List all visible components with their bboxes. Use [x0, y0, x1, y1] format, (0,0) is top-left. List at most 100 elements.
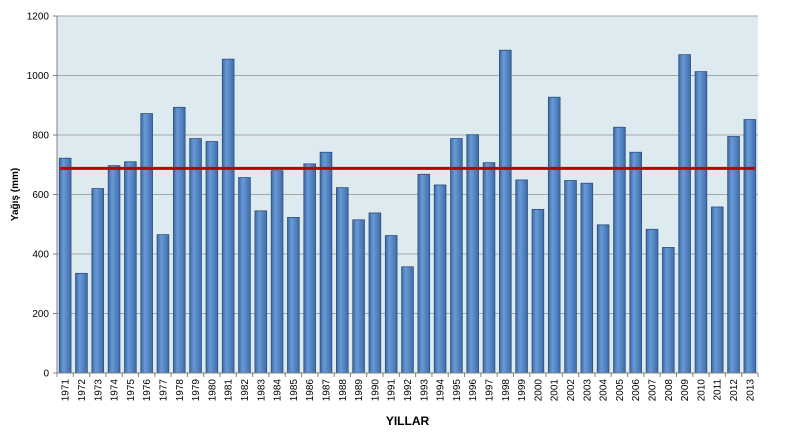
bar-2001	[547, 96, 561, 374]
bar-2002	[564, 180, 577, 374]
bar-1979	[189, 138, 202, 374]
bars	[58, 49, 757, 374]
x-tick-label: 1972	[77, 379, 88, 402]
bar-1973	[91, 188, 105, 374]
y-tick-label: 600	[32, 190, 49, 201]
bar-2007	[645, 228, 659, 374]
bar-1993	[417, 173, 431, 374]
x-tick-label: 2011	[713, 379, 724, 401]
bar-1999	[515, 179, 528, 374]
bar-1991	[384, 235, 398, 374]
bar-1992	[401, 266, 414, 374]
x-tick-label: 2013	[745, 379, 756, 402]
bar-1994	[433, 184, 447, 374]
x-tick-label: 2012	[729, 379, 740, 402]
x-tick-label: 1971	[61, 379, 72, 402]
x-tick-label: 2000	[533, 379, 544, 402]
x-tick-label: 1979	[191, 379, 202, 402]
x-tick-label: 1989	[354, 379, 365, 402]
bar-1980	[205, 141, 219, 374]
y-tick-label: 0	[43, 369, 49, 380]
x-tick-label: 1994	[436, 379, 447, 402]
axes	[53, 15, 759, 377]
bar-2013	[743, 119, 757, 374]
x-tick-label: 2010	[696, 379, 707, 402]
x-tick-label: 1992	[403, 379, 414, 402]
bar-2010	[694, 71, 708, 374]
bar-1986	[303, 163, 316, 374]
x-tick-label: 1995	[452, 379, 463, 402]
bar-2009	[678, 54, 691, 374]
x-tick-label: 1984	[273, 379, 284, 402]
bar-1975	[124, 161, 137, 374]
bar-1977	[156, 234, 170, 374]
bar-1984	[270, 170, 284, 374]
bar-1997	[482, 162, 496, 374]
x-tick-label: 1998	[501, 379, 512, 402]
x-tick-label: 2001	[550, 379, 561, 402]
x-axis-title: YILLAR	[386, 414, 430, 428]
bar-2011	[710, 206, 724, 374]
bar-1978	[172, 106, 186, 374]
bar-2012	[727, 136, 740, 374]
y-tick-label: 400	[32, 250, 49, 261]
bar-1995	[450, 138, 463, 374]
x-tick-label: 1990	[370, 379, 381, 402]
x-tick-label: 1999	[517, 379, 528, 402]
x-tick-label: 2004	[599, 379, 610, 402]
x-tick-label: 1978	[175, 379, 186, 402]
x-tick-label: 2005	[615, 379, 626, 402]
y-axis-title: Yağış (mm)	[10, 168, 21, 221]
bar-1996	[466, 134, 479, 374]
x-tick-label: 1991	[387, 379, 398, 402]
x-tick-label: 1980	[207, 379, 218, 402]
y-tick-label: 200	[32, 309, 49, 320]
y-tick-label: 1200	[27, 12, 50, 23]
x-tick-label: 1997	[485, 379, 496, 402]
x-tick-label: 2006	[631, 379, 642, 402]
x-tick-label: 1976	[142, 379, 153, 402]
bar-1987	[319, 151, 333, 374]
x-tick-label: 1988	[338, 379, 349, 402]
bar-2005	[613, 126, 626, 374]
x-tick-label: 1986	[305, 379, 316, 402]
x-tick-label: 2009	[680, 379, 691, 402]
x-tick-label: 1982	[240, 379, 251, 402]
bar-2000	[531, 208, 545, 374]
bar-1989	[352, 219, 365, 374]
bar-2003	[580, 182, 594, 374]
x-tick-label: 1993	[419, 379, 430, 402]
bar-1976	[140, 113, 153, 374]
bar-1988	[336, 187, 349, 374]
bar-2004	[596, 224, 610, 374]
y-tick-label: 800	[32, 131, 49, 142]
x-tick-label: 1996	[468, 379, 479, 402]
x-tick-label: 1983	[256, 379, 267, 402]
bar-1998	[499, 49, 512, 374]
bar-1974	[107, 165, 121, 374]
x-tick-label: 1981	[224, 379, 235, 402]
bar-1972	[75, 272, 88, 374]
bar-1982	[238, 177, 251, 374]
bar-2008	[662, 247, 675, 374]
x-tick-label: 2008	[664, 379, 675, 402]
bar-1990	[368, 212, 382, 374]
x-tick-label: 1975	[126, 379, 137, 402]
x-tick-label: 2002	[566, 379, 577, 402]
y-tick-label: 1000	[27, 71, 50, 82]
x-tick-label: 1985	[289, 379, 300, 402]
x-tick-labels: 1971 1972 1973 1974 1975 1976 1977 1978 1979 1980…	[61, 379, 757, 402]
bar-1981	[221, 58, 235, 374]
bar-1971	[58, 157, 72, 374]
x-tick-label: 1974	[110, 379, 121, 402]
x-tick-label: 1977	[158, 379, 169, 402]
x-tick-label: 2003	[582, 379, 593, 402]
bar-1983	[254, 210, 268, 374]
bar-1985	[287, 217, 300, 374]
x-tick-label: 2007	[648, 379, 659, 402]
bar-2006	[629, 151, 643, 374]
y-tick-labels: 0 200 400 600 800 1000 1200	[27, 12, 50, 380]
x-tick-label: 1987	[321, 379, 332, 402]
